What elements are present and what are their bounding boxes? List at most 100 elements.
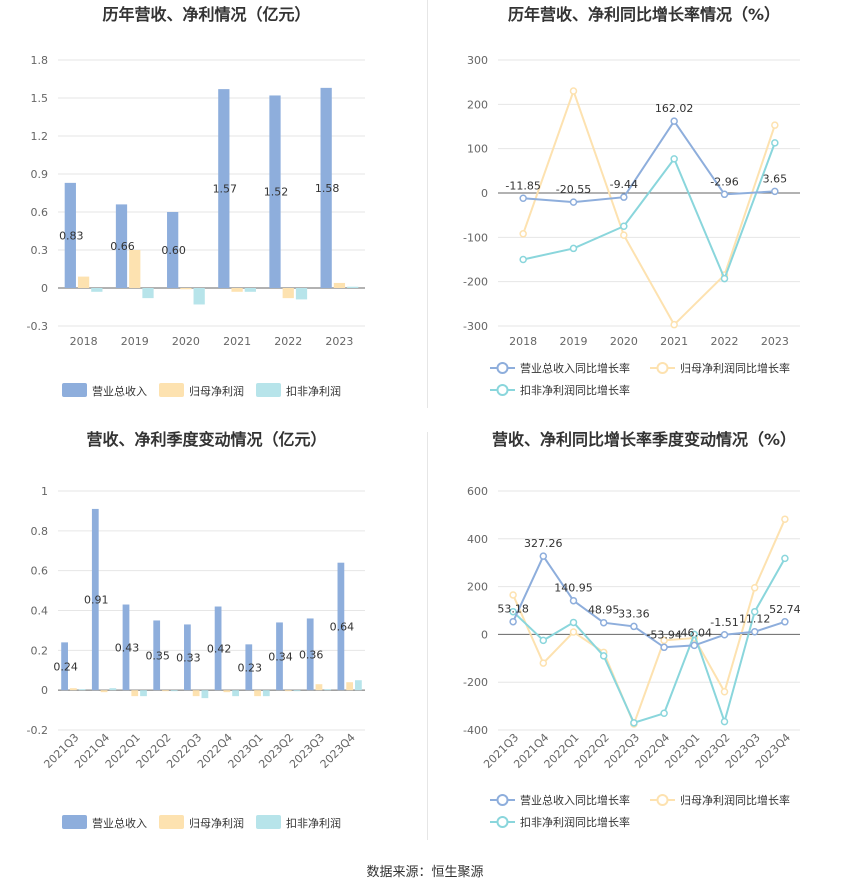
- bar-net-profit: [284, 690, 292, 692]
- y-tick-label: -100: [463, 231, 488, 244]
- series-point: [569, 244, 578, 253]
- line-data-label: 52.74: [769, 603, 801, 616]
- y-tick-label: 0.9: [31, 168, 49, 181]
- y-tick-label: 1.8: [31, 54, 49, 67]
- bar-deducted-profit: [295, 288, 308, 300]
- series-point: [781, 618, 789, 626]
- y-tick-label: 0.6: [31, 565, 49, 578]
- bar-net-profit: [129, 250, 141, 288]
- legend-entry: 营业总收入: [92, 816, 147, 830]
- line-data-label: -9.44: [610, 178, 638, 191]
- series-point: [720, 274, 729, 283]
- bar-deducted-profit: [293, 690, 301, 692]
- quarterly-revenue-profit-svg: 营收、净利季度变动情况（亿元）-0.200.20.40.60.812021Q32…: [27, 430, 365, 830]
- bar-revenue: [306, 618, 314, 691]
- series-point: [660, 709, 668, 718]
- bar-revenue: [91, 508, 99, 691]
- series-point: [620, 222, 628, 230]
- line-data-label: -46.04: [677, 626, 712, 639]
- bar-deducted-profit: [262, 690, 270, 697]
- series-point: [539, 552, 548, 560]
- line-data-label: -11.85: [505, 179, 540, 192]
- series-point: [750, 584, 759, 592]
- legend-swatch: [62, 383, 87, 397]
- bar-data-label: 0.42: [207, 642, 232, 655]
- annual-revenue-profit-chart: 历年营收、净利情况（亿元） -0.3 0 0.3 0.6 0.9 1.2 1.5 1.8 2018…: [0, 0, 425, 410]
- series-point: [569, 198, 578, 206]
- legend-entry: 归母净利润同比增长率: [680, 361, 790, 375]
- bar-revenue: [167, 212, 179, 288]
- legend-entry: 扣非净利润同比增长率: [520, 383, 630, 397]
- bar-net-profit: [333, 282, 346, 288]
- bar-revenue: [269, 95, 281, 288]
- series-point: [509, 591, 517, 599]
- bar-deducted-profit: [170, 690, 178, 692]
- series-point: [539, 636, 548, 645]
- bar-revenue: [115, 204, 128, 288]
- bar-net-profit: [77, 276, 90, 288]
- y-tick-label: 0: [41, 282, 48, 295]
- x-tick-label: 2018: [70, 335, 98, 348]
- bar-data-label: 0.91: [84, 594, 109, 607]
- y-tick-label: 0: [481, 187, 488, 200]
- bar-net-profit: [180, 288, 192, 290]
- bar-net-profit: [131, 690, 139, 697]
- series-point: [720, 688, 729, 696]
- bar-net-profit: [231, 288, 243, 292]
- legend-swatch-marker: [496, 384, 509, 396]
- data-source: 数据来源：恒生聚源: [366, 865, 484, 880]
- legend-swatch: [62, 815, 87, 829]
- y-tick-label: 0.3: [31, 244, 49, 257]
- y-tick-label: 300: [467, 54, 488, 67]
- bar-deducted-profit: [109, 688, 117, 691]
- series-point: [519, 255, 527, 264]
- bar-deducted-profit: [140, 690, 147, 697]
- bar-revenue: [245, 644, 253, 691]
- series-point: [569, 628, 578, 636]
- x-tick-label: 2022: [274, 335, 302, 348]
- y-tick-label: -200: [463, 276, 488, 289]
- series-point: [771, 121, 779, 129]
- series-line-revenue-growth: [512, 554, 786, 649]
- series-point: [539, 659, 548, 667]
- series-point: [630, 622, 638, 631]
- legend-entry: 营业总收入同比增长率: [520, 361, 630, 375]
- legend-swatch-marker: [496, 794, 509, 806]
- x-tick-label: 2019: [121, 335, 149, 348]
- series-point: [509, 617, 517, 626]
- chart-title: 营收、净利同比增长率季度变动情况（%）: [492, 430, 796, 449]
- x-tick-label: 2019: [560, 335, 588, 348]
- y-tick-label: 0.4: [31, 605, 49, 618]
- series-line-net-profit-growth: [512, 518, 786, 727]
- bar-data-label: 1.52: [264, 186, 289, 199]
- legend-swatch: [256, 815, 281, 829]
- bar-net-profit: [315, 684, 323, 691]
- series-point: [750, 607, 759, 616]
- legend-swatch: [159, 815, 184, 829]
- legend-entry: 归母净利润: [189, 384, 244, 398]
- bar-deducted-profit: [193, 288, 205, 305]
- bar-data-label: 0.36: [299, 648, 324, 661]
- y-tick-label: 200: [467, 581, 488, 594]
- series-line-net-profit-growth: [522, 88, 776, 327]
- bar-net-profit: [223, 690, 231, 693]
- line-data-label: 11.12: [739, 613, 771, 626]
- y-tick-label: 1.5: [31, 92, 49, 105]
- series-point: [781, 515, 789, 523]
- line-data-label: 162.02: [655, 102, 694, 115]
- bar-deducted-profit: [244, 288, 256, 292]
- bar-revenue: [184, 624, 191, 691]
- bar-data-label: 0.43: [115, 641, 140, 654]
- chart-title: 历年营收、净利同比增长率情况（%）: [508, 5, 780, 24]
- series-line-deducted-growth: [512, 557, 786, 726]
- series-point: [660, 643, 668, 652]
- x-tick-label: 2023: [325, 335, 353, 348]
- legend-entry: 扣非净利润: [286, 384, 341, 398]
- bar-data-label: 0.23: [238, 661, 263, 674]
- bar-data-label: 1.57: [213, 183, 238, 196]
- y-tick-label: 1: [41, 485, 48, 498]
- panel-divider-top: [427, 0, 428, 408]
- legend-swatch: [256, 383, 281, 397]
- y-tick-label: -0.2: [27, 724, 48, 737]
- series-point: [509, 607, 517, 616]
